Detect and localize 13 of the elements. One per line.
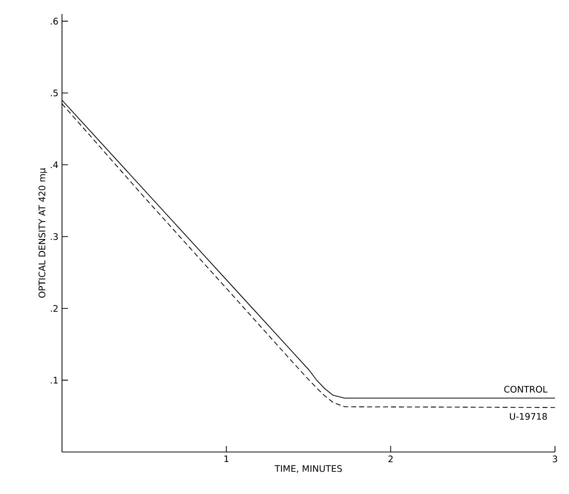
y-tick-label: .5 bbox=[50, 90, 58, 96]
y-tick-label: .1 bbox=[50, 376, 58, 384]
y-tick-label: .3 bbox=[50, 233, 58, 240]
x-tick-label: 2 bbox=[388, 456, 393, 462]
x-tick-label: 1 bbox=[224, 456, 228, 462]
y-axis-title: OPTICAL DENSITY AT 420 mμ bbox=[38, 168, 48, 298]
y-tick-label: .4 bbox=[50, 162, 58, 168]
y-tick-label: .6 bbox=[50, 18, 58, 25]
series-label: CONTROL bbox=[504, 386, 548, 393]
series-label: U-19718 bbox=[510, 412, 547, 420]
x-axis-title: TIME, MINUTES bbox=[274, 465, 342, 473]
x-tick-label: 3 bbox=[552, 456, 558, 462]
y-tick-label: .2 bbox=[50, 305, 58, 312]
